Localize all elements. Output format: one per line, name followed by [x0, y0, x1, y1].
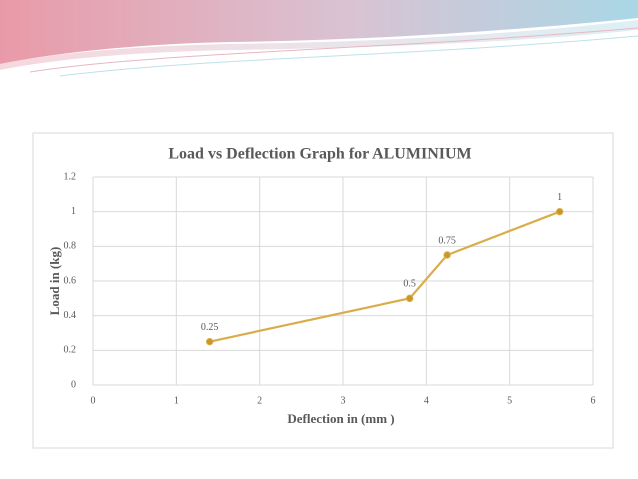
chart-title: Load vs Deflection Graph for ALUMINIUM: [168, 146, 471, 163]
data-label: 0.75: [438, 235, 456, 246]
y-axis-label: Load in (kg): [47, 247, 62, 316]
chart-area: [32, 132, 614, 449]
data-label: 0.5: [403, 279, 416, 290]
y-tick-label: 1: [71, 206, 76, 217]
x-axis-label: Deflection in (mm ): [287, 411, 394, 426]
data-point: [443, 251, 451, 259]
x-tick-label: 4: [424, 395, 429, 406]
y-tick-label: 0.8: [64, 241, 77, 252]
y-tick-label: 0.6: [64, 275, 77, 286]
y-tick-label: 0.4: [64, 310, 77, 321]
x-tick-label: 0: [91, 395, 96, 406]
data-point: [405, 294, 414, 303]
banner: [0, 0, 638, 77]
x-tick-label: 2: [257, 395, 262, 406]
data-label: 0.25: [201, 322, 219, 333]
y-tick-label: 0: [71, 379, 76, 390]
data-point: [555, 207, 564, 216]
y-tick-label: 1.2: [64, 171, 77, 182]
data-label: 1: [557, 192, 562, 203]
banner-swoosh: [0, 20, 638, 70]
y-tick-label: 0.2: [64, 345, 77, 356]
x-tick-label: 6: [591, 395, 596, 406]
series-line: [209, 210, 561, 343]
banner-line: [29, 27, 638, 73]
banner-line: [59, 35, 638, 77]
x-tick-label: 5: [507, 395, 512, 406]
banner-band: [0, 0, 638, 64]
data-point: [205, 337, 214, 346]
x-tick-label: 1: [174, 395, 179, 406]
x-tick-label: 3: [341, 395, 346, 406]
